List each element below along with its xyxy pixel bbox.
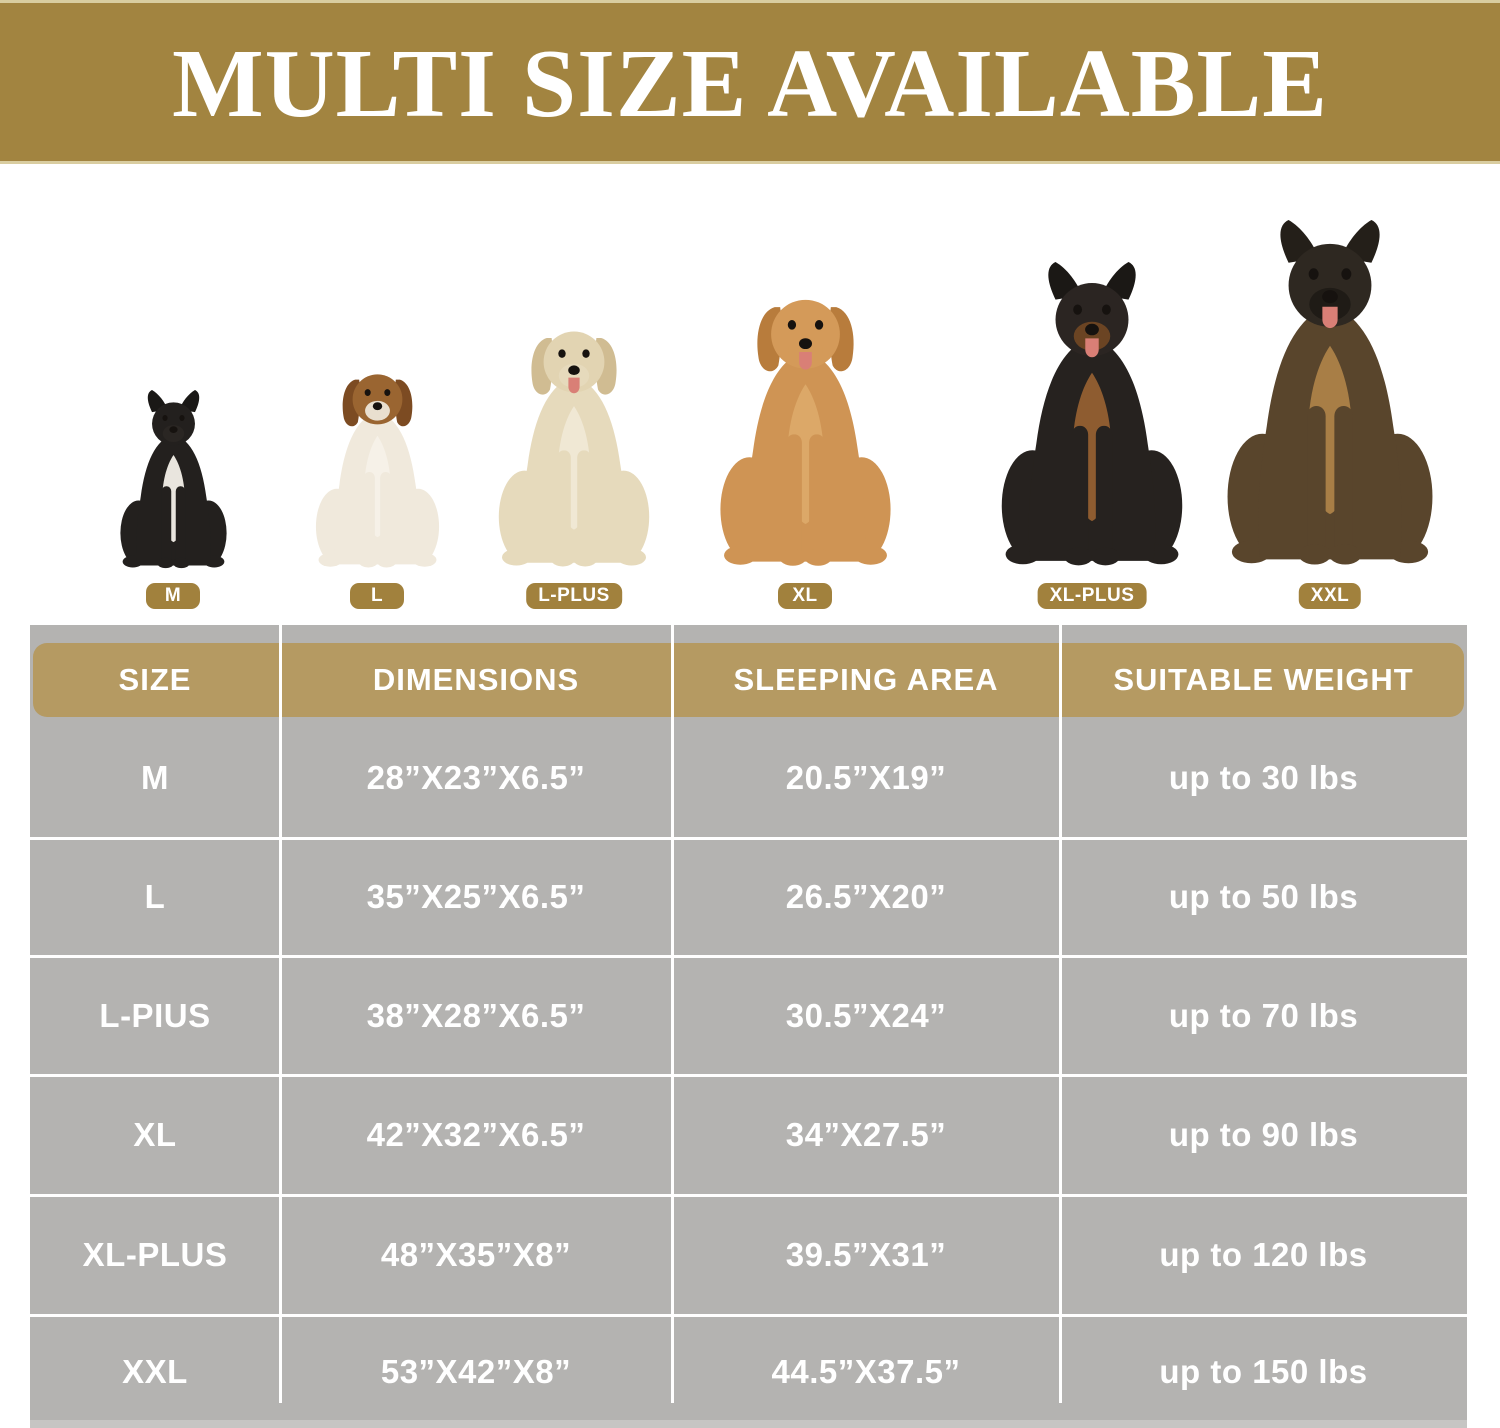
cell-suitable_weight-row3: up to 70 lbs: [1168, 996, 1359, 1034]
dog-golden-retriever-cream: L-PLUS: [494, 314, 654, 609]
dog-french-bulldog: M: [117, 390, 230, 609]
cell-size-row2: L: [144, 878, 166, 915]
size-tag-m: M: [146, 583, 200, 609]
cell-suitable_weight-row5: up to 120 lbs: [1159, 1236, 1368, 1273]
row-divider: [30, 954, 1467, 958]
german-shepherd-icon: [1227, 220, 1433, 565]
cell-suitable_weight-row6: up to 150 lbs: [1159, 1352, 1368, 1390]
cell-sleeping_area-row2: 26.5”X20”: [785, 878, 947, 915]
banner-title: MULTI SIZE AVAILABLE: [172, 29, 1328, 137]
dog-size-lineup: M L L-PLUS: [0, 164, 1500, 625]
cell-size-row5: XL-PLUS: [82, 1236, 228, 1273]
cell-suitable_weight-row2: up to 50 lbs: [1168, 878, 1359, 915]
column-header-size: SIZE: [118, 662, 192, 697]
size-tag-l: L: [350, 583, 404, 609]
cell-dimensions-row6: 53”X42”X8”: [380, 1352, 572, 1390]
beagle-icon: [315, 374, 439, 568]
dog-doberman: XL-PLUS: [996, 262, 1188, 609]
doberman-icon: [1001, 262, 1183, 566]
dog-beagle: L: [312, 360, 443, 609]
row-divider: [30, 1313, 1467, 1317]
cell-size-row1: M: [141, 758, 169, 796]
cell-dimensions-row2: 35”X25”X6.5”: [366, 878, 586, 915]
row-divider: [30, 1073, 1467, 1077]
size-tag-xl-plus: XL-PLUS: [1037, 583, 1147, 609]
cell-size-row3: L-PIUS: [99, 996, 211, 1034]
cell-sleeping_area-row3: 30.5”X24”: [785, 996, 947, 1034]
size-tag-xxl: XXL: [1298, 583, 1362, 609]
column-header-sleeping-area: SLEEPING AREA: [733, 662, 999, 697]
cell-size-row4: XL: [133, 1116, 177, 1153]
cell-suitable_weight-row4: up to 90 lbs: [1168, 1116, 1359, 1153]
dog-golden-retriever: XL: [715, 280, 896, 609]
cell-sleeping_area-row5: 39.5”X31”: [785, 1236, 947, 1273]
column-divider: [1058, 625, 1062, 1403]
cell-size-row6: XXL: [122, 1352, 188, 1390]
column-divider: [278, 625, 282, 1403]
cell-dimensions-row1: 28”X23”X6.5”: [366, 758, 586, 796]
cell-dimensions-row5: 48”X35”X8”: [380, 1236, 572, 1273]
dog-german-shepherd: XXL: [1221, 220, 1439, 609]
cell-sleeping_area-row1: 20.5”X19”: [785, 758, 947, 796]
column-header-suitable-weight: SUITABLE WEIGHT: [1113, 662, 1414, 697]
table-header-band: [33, 643, 1464, 717]
row-divider: [30, 836, 1467, 840]
cell-suitable_weight-row1: up to 30 lbs: [1168, 758, 1359, 796]
cell-sleeping_area-row6: 44.5”X37.5”: [771, 1352, 961, 1390]
french-bulldog-icon: [119, 390, 227, 569]
cell-dimensions-row3: 38”X28”X6.5”: [366, 996, 586, 1034]
size-tag-xl: XL: [778, 583, 832, 609]
cell-sleeping_area-row4: 34”X27.5”: [785, 1116, 947, 1153]
column-header-dimensions: DIMENSIONS: [372, 662, 580, 697]
column-divider: [670, 625, 674, 1403]
table-bottom-edge: [30, 1420, 1467, 1428]
row-divider: [30, 1193, 1467, 1197]
golden-retriever-icon: [719, 299, 891, 566]
size-table: SIZE DIMENSIONS SLEEPING AREA SUITABLE WEIG…: [30, 625, 1467, 1428]
cell-dimensions-row4: 42”X32”X6.5”: [366, 1116, 586, 1153]
size-tag-l-plus: L-PLUS: [526, 583, 622, 609]
golden-retriever-cream-icon: [498, 331, 650, 567]
banner: MULTI SIZE AVAILABLE: [0, 0, 1500, 164]
